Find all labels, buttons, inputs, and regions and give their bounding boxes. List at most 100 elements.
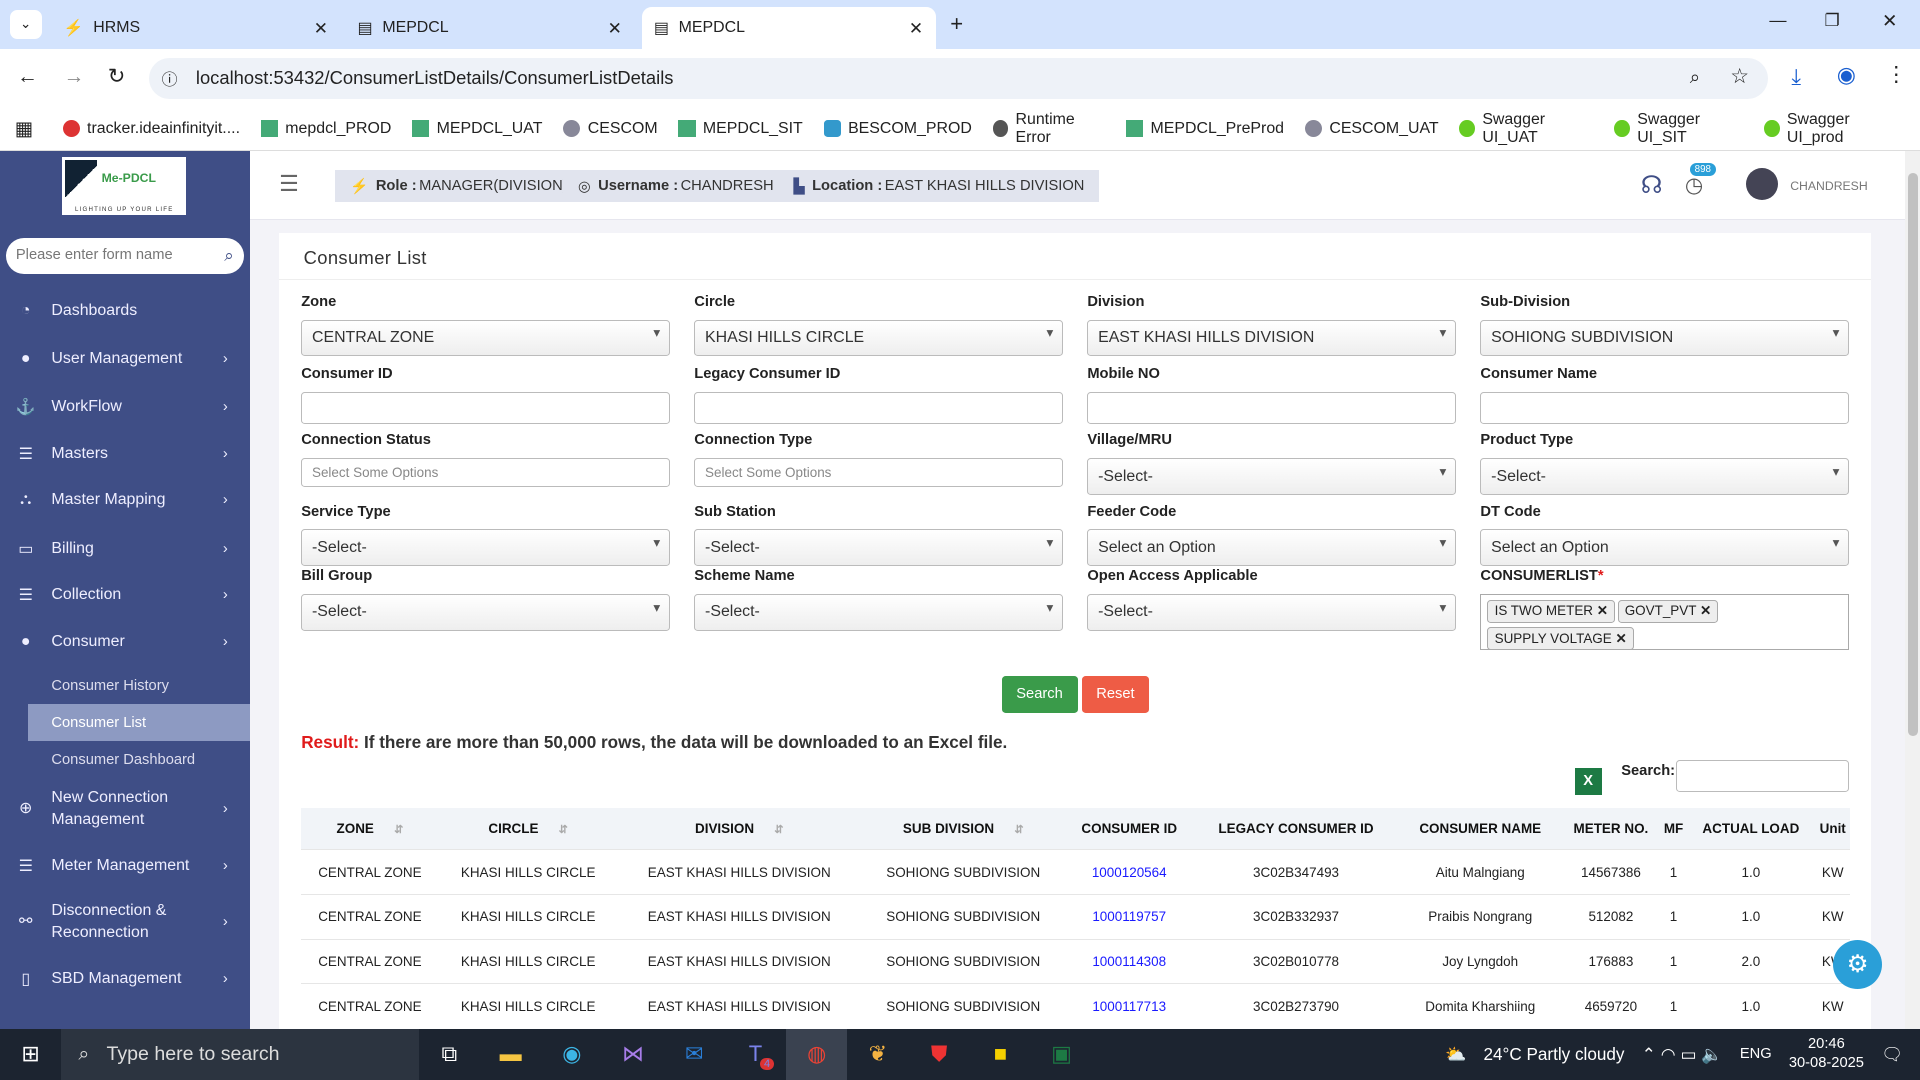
product-type-select[interactable]: -Select- — [1480, 457, 1849, 495]
consumerlist-multiselect[interactable]: IS TWO METER ✕ GOVT_PVT ✕ SUPPLY VOLTAGE … — [1480, 593, 1849, 651]
bookmark[interactable]: mepdcl_PROD — [260, 120, 391, 138]
consumer-id-link[interactable]: 1000120564 — [1065, 849, 1193, 895]
sidebar-item-user-management[interactable]: ● User Management › — [0, 350, 250, 368]
site-info-icon[interactable]: ⓘ — [161, 72, 178, 90]
column-header[interactable]: SUB DIVISION ⇵ — [860, 808, 1066, 850]
consumer-id-input[interactable] — [301, 391, 670, 424]
remove-icon[interactable]: ✕ — [1699, 603, 1712, 619]
app-icon[interactable]: ❦ — [868, 1041, 888, 1067]
tab-hrms[interactable]: ⚡ HRMS ✕ — [63, 17, 329, 38]
outlook-icon[interactable]: ✉ — [685, 1041, 704, 1067]
bookmark[interactable]: MEPDCL_PreProd — [1126, 120, 1284, 138]
column-header[interactable]: MF — [1660, 808, 1687, 850]
system-tray-icons[interactable]: ⌃ ◠ ▭ 🔈 — [1641, 1043, 1723, 1064]
bookmark[interactable]: BESCOM_PROD — [823, 120, 972, 138]
bookmark[interactable]: MEPDCL_SIT — [678, 120, 803, 138]
legacy-id-input[interactable] — [694, 391, 1063, 424]
column-header[interactable]: LEGACY CONSUMER ID — [1192, 808, 1400, 850]
new-tab-button[interactable]: + — [950, 11, 964, 37]
sidebar-item-billing[interactable]: ▭ Billing › — [0, 539, 250, 559]
sidebar-item-disconnection[interactable]: ⚯ Disconnection & Reconnection › — [0, 900, 250, 944]
village-select[interactable]: -Select- — [1087, 457, 1456, 495]
close-icon[interactable]: ✕ — [313, 17, 329, 38]
tab-mepdcl-active[interactable]: ▤ MEPDCL ✕ — [641, 7, 936, 49]
weather-text[interactable]: 24°C Partly cloudy — [1483, 1043, 1625, 1064]
download-icon[interactable]: ⤓ — [1791, 63, 1802, 89]
dt-code-select[interactable]: Select an Option — [1480, 528, 1849, 566]
sidebar-item-collection[interactable]: ☰ Collection › — [0, 585, 250, 605]
bill-group-select[interactable]: -Select- — [301, 593, 670, 631]
sidebar-item-new-connection[interactable]: ⊕ New Connection Management › — [0, 787, 250, 831]
form-search-input[interactable]: Please enter form name ⌕ — [6, 237, 244, 275]
taskbar-search-input[interactable]: ⌕ Type here to search — [61, 1028, 419, 1080]
sort-icon[interactable]: ⇵ — [555, 824, 568, 837]
reset-button[interactable]: Reset — [1082, 675, 1149, 713]
circle-select[interactable]: KHASI HILLS CIRCLE — [694, 319, 1063, 357]
bookmark[interactable]: Swagger UI_prod — [1763, 111, 1899, 147]
open-access-select[interactable]: -Select- — [1087, 593, 1456, 631]
close-icon[interactable]: ✕ — [908, 17, 924, 38]
sort-icon[interactable]: ⇵ — [771, 824, 784, 837]
sidebar-item-workflow[interactable]: ⚓ WorkFlow › — [0, 397, 250, 417]
sidebar-item-sbd-management[interactable]: ▯ SBD Management › — [0, 969, 250, 989]
search-icon[interactable]: ⌕ — [224, 244, 234, 265]
chrome-icon[interactable]: ◍ — [786, 1028, 848, 1080]
bookmark[interactable]: CESCOM_UAT — [1304, 120, 1439, 138]
feeder-code-select[interactable]: Select an Option — [1087, 528, 1456, 566]
window-close-button[interactable]: ✕ — [1882, 9, 1898, 31]
menu-icon[interactable]: ⋮ — [1885, 63, 1907, 87]
restore-button[interactable]: ❐ — [1824, 9, 1840, 30]
sticky-notes-icon[interactable]: ■ — [993, 1041, 1007, 1067]
sidebar-subitem-consumer-history[interactable]: Consumer History — [51, 678, 169, 695]
settings-gear-button[interactable]: ⚙ — [1833, 940, 1883, 990]
hamburger-menu-icon[interactable]: ☰ — [279, 171, 299, 197]
avatar[interactable] — [1746, 167, 1778, 200]
connection-status-multiselect[interactable]: Select Some Options — [301, 457, 670, 488]
remove-icon[interactable]: ✕ — [1615, 630, 1627, 646]
sub-station-select[interactable]: -Select- — [694, 528, 1063, 566]
sidebar-item-dashboards[interactable]: ◔ Dashboards — [0, 302, 250, 320]
bookmark-star-icon[interactable]: ☆ — [1730, 64, 1749, 88]
scrollbar-thumb[interactable] — [1907, 172, 1918, 736]
column-header[interactable]: METER NO. — [1561, 808, 1661, 850]
column-header[interactable]: CIRCLE ⇵ — [438, 808, 618, 850]
excel-icon[interactable]: ▣ — [1051, 1041, 1072, 1067]
language-indicator[interactable]: ENG — [1739, 1046, 1772, 1063]
forward-icon[interactable]: → — [63, 64, 85, 88]
bookmark[interactable]: Swagger UI_UAT — [1459, 111, 1593, 147]
column-header[interactable]: CONSUMER ID — [1065, 808, 1193, 850]
excel-export-icon[interactable]: X — [1574, 767, 1602, 795]
column-header[interactable]: ZONE ⇵ — [301, 808, 439, 850]
table-search-input[interactable] — [1676, 760, 1849, 793]
sidebar-subitem-consumer-dashboard[interactable]: Consumer Dashboard — [51, 751, 196, 768]
division-select[interactable]: EAST KHASI HILLS DIVISION — [1087, 319, 1456, 357]
sort-icon[interactable]: ⇵ — [1011, 824, 1024, 837]
url-input[interactable]: ⓘ localhost:53432/ConsumerListDetails/Con… — [149, 57, 1769, 100]
task-view-icon[interactable]: ⧉ — [441, 1041, 458, 1067]
zoom-icon[interactable]: ⌕ — [1689, 66, 1701, 88]
sort-icon[interactable]: ⇵ — [391, 824, 404, 837]
weather-icon[interactable]: ⛅ — [1444, 1043, 1467, 1064]
clock[interactable]: 20:46 30-08-2025 — [1788, 1035, 1864, 1072]
consumer-id-link[interactable]: 1000119757 — [1065, 893, 1193, 940]
bookmark[interactable]: Swagger UI_SIT — [1614, 111, 1743, 147]
bookmark[interactable]: tracker.ideainfinityit.... — [62, 120, 240, 138]
clock-icon[interactable]: ◷ — [1684, 173, 1704, 197]
minimize-button[interactable]: — — [1769, 9, 1787, 30]
consumer-id-link[interactable]: 1000114308 — [1065, 938, 1193, 984]
bookmark[interactable]: MEPDCL_UAT — [412, 120, 542, 138]
sidebar-item-masters[interactable]: ☰ Masters › — [0, 444, 250, 464]
edge-icon[interactable]: ◉ — [562, 1041, 582, 1067]
connection-type-multiselect[interactable]: Select Some Options — [694, 457, 1063, 488]
tab-search-button[interactable]: ⌄ — [9, 9, 42, 40]
bookmark[interactable]: Runtime Error — [992, 111, 1106, 147]
mobile-input[interactable] — [1087, 391, 1456, 424]
zone-select[interactable]: CENTRAL ZONE — [301, 319, 670, 357]
column-header[interactable]: ACTUAL LOAD — [1686, 808, 1816, 850]
reload-icon[interactable]: ↻ — [107, 64, 126, 88]
user-name[interactable]: CHANDRESH — [1790, 178, 1868, 193]
close-icon[interactable]: ✕ — [607, 17, 623, 38]
sidebar-item-consumer[interactable]: ● Consumer › — [0, 633, 250, 651]
apps-grid-icon[interactable]: ▦ — [14, 117, 34, 140]
